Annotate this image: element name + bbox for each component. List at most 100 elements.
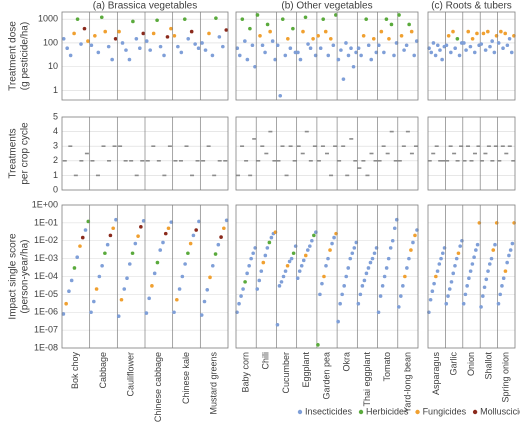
point	[237, 53, 242, 58]
point	[152, 271, 157, 276]
point	[89, 43, 94, 48]
point	[138, 46, 142, 51]
point	[144, 311, 149, 315]
point	[336, 319, 340, 324]
point	[505, 43, 510, 48]
legend-marker	[415, 409, 420, 415]
point	[340, 292, 344, 297]
point	[127, 57, 132, 62]
point	[222, 226, 226, 231]
y-tick-label: 1E-02	[34, 235, 58, 245]
point	[397, 13, 401, 17]
y-tick-label: 1	[53, 170, 58, 180]
point	[219, 235, 223, 239]
point	[117, 29, 121, 34]
point	[460, 238, 464, 243]
point	[486, 269, 490, 273]
point	[344, 41, 348, 45]
point	[197, 219, 201, 224]
point	[384, 266, 389, 270]
point	[370, 256, 375, 261]
point	[444, 301, 449, 306]
crop-label: Okra	[342, 352, 352, 372]
point	[472, 255, 476, 260]
point	[351, 64, 356, 69]
point	[330, 241, 334, 246]
point	[379, 29, 384, 34]
point	[86, 39, 90, 43]
point	[404, 43, 409, 48]
point	[172, 33, 177, 38]
point	[390, 238, 395, 243]
point	[237, 301, 241, 306]
panel-frame	[427, 116, 516, 191]
point	[289, 256, 294, 261]
y-tick-label: 0	[53, 184, 58, 194]
crop-label: Spring onion	[501, 352, 511, 403]
point	[503, 269, 508, 273]
point	[150, 284, 154, 288]
point	[392, 53, 396, 58]
point	[482, 285, 487, 290]
point	[183, 262, 187, 266]
point	[455, 36, 460, 41]
point	[267, 240, 272, 245]
point	[186, 251, 190, 256]
point	[465, 284, 469, 288]
point	[490, 39, 494, 43]
point	[94, 287, 99, 291]
point	[313, 53, 318, 58]
point	[440, 251, 445, 256]
point	[243, 280, 247, 284]
point	[409, 248, 413, 252]
point	[449, 50, 453, 55]
point	[106, 44, 111, 49]
point	[413, 233, 417, 238]
point	[316, 343, 320, 347]
point	[245, 271, 249, 276]
point	[148, 48, 152, 52]
point	[61, 36, 66, 41]
point	[89, 310, 93, 315]
point	[462, 41, 466, 45]
crop-label: Garden pea	[321, 352, 331, 400]
point	[500, 284, 504, 288]
point	[199, 313, 204, 317]
point	[332, 235, 336, 240]
point	[461, 301, 466, 306]
point	[298, 57, 303, 62]
point	[210, 53, 215, 58]
y-tick-label: 1E-06	[34, 307, 58, 317]
point	[151, 31, 156, 36]
point	[65, 46, 69, 51]
point	[110, 57, 114, 62]
point	[341, 77, 346, 81]
point	[188, 241, 193, 246]
point	[380, 284, 385, 288]
point	[111, 226, 115, 231]
point	[64, 301, 68, 306]
y-tick-label: 1E-08	[34, 342, 58, 352]
point	[456, 251, 461, 256]
point	[75, 17, 80, 21]
point	[328, 36, 333, 41]
legend-label: Herbicides	[366, 406, 409, 416]
point	[105, 242, 110, 247]
point	[399, 33, 404, 38]
y-tick-label: 1E-01	[34, 217, 58, 227]
point	[99, 15, 104, 20]
point	[407, 22, 411, 27]
point	[364, 271, 369, 276]
point	[430, 289, 435, 294]
point	[257, 278, 262, 283]
point	[147, 296, 151, 301]
point	[396, 305, 401, 309]
y-tick-label: 10	[48, 61, 58, 71]
point	[217, 35, 222, 39]
point	[331, 43, 336, 48]
point	[280, 17, 285, 21]
point	[97, 274, 102, 279]
point	[364, 17, 368, 21]
crop-label: Cauliflower	[126, 352, 136, 397]
point	[291, 251, 296, 256]
